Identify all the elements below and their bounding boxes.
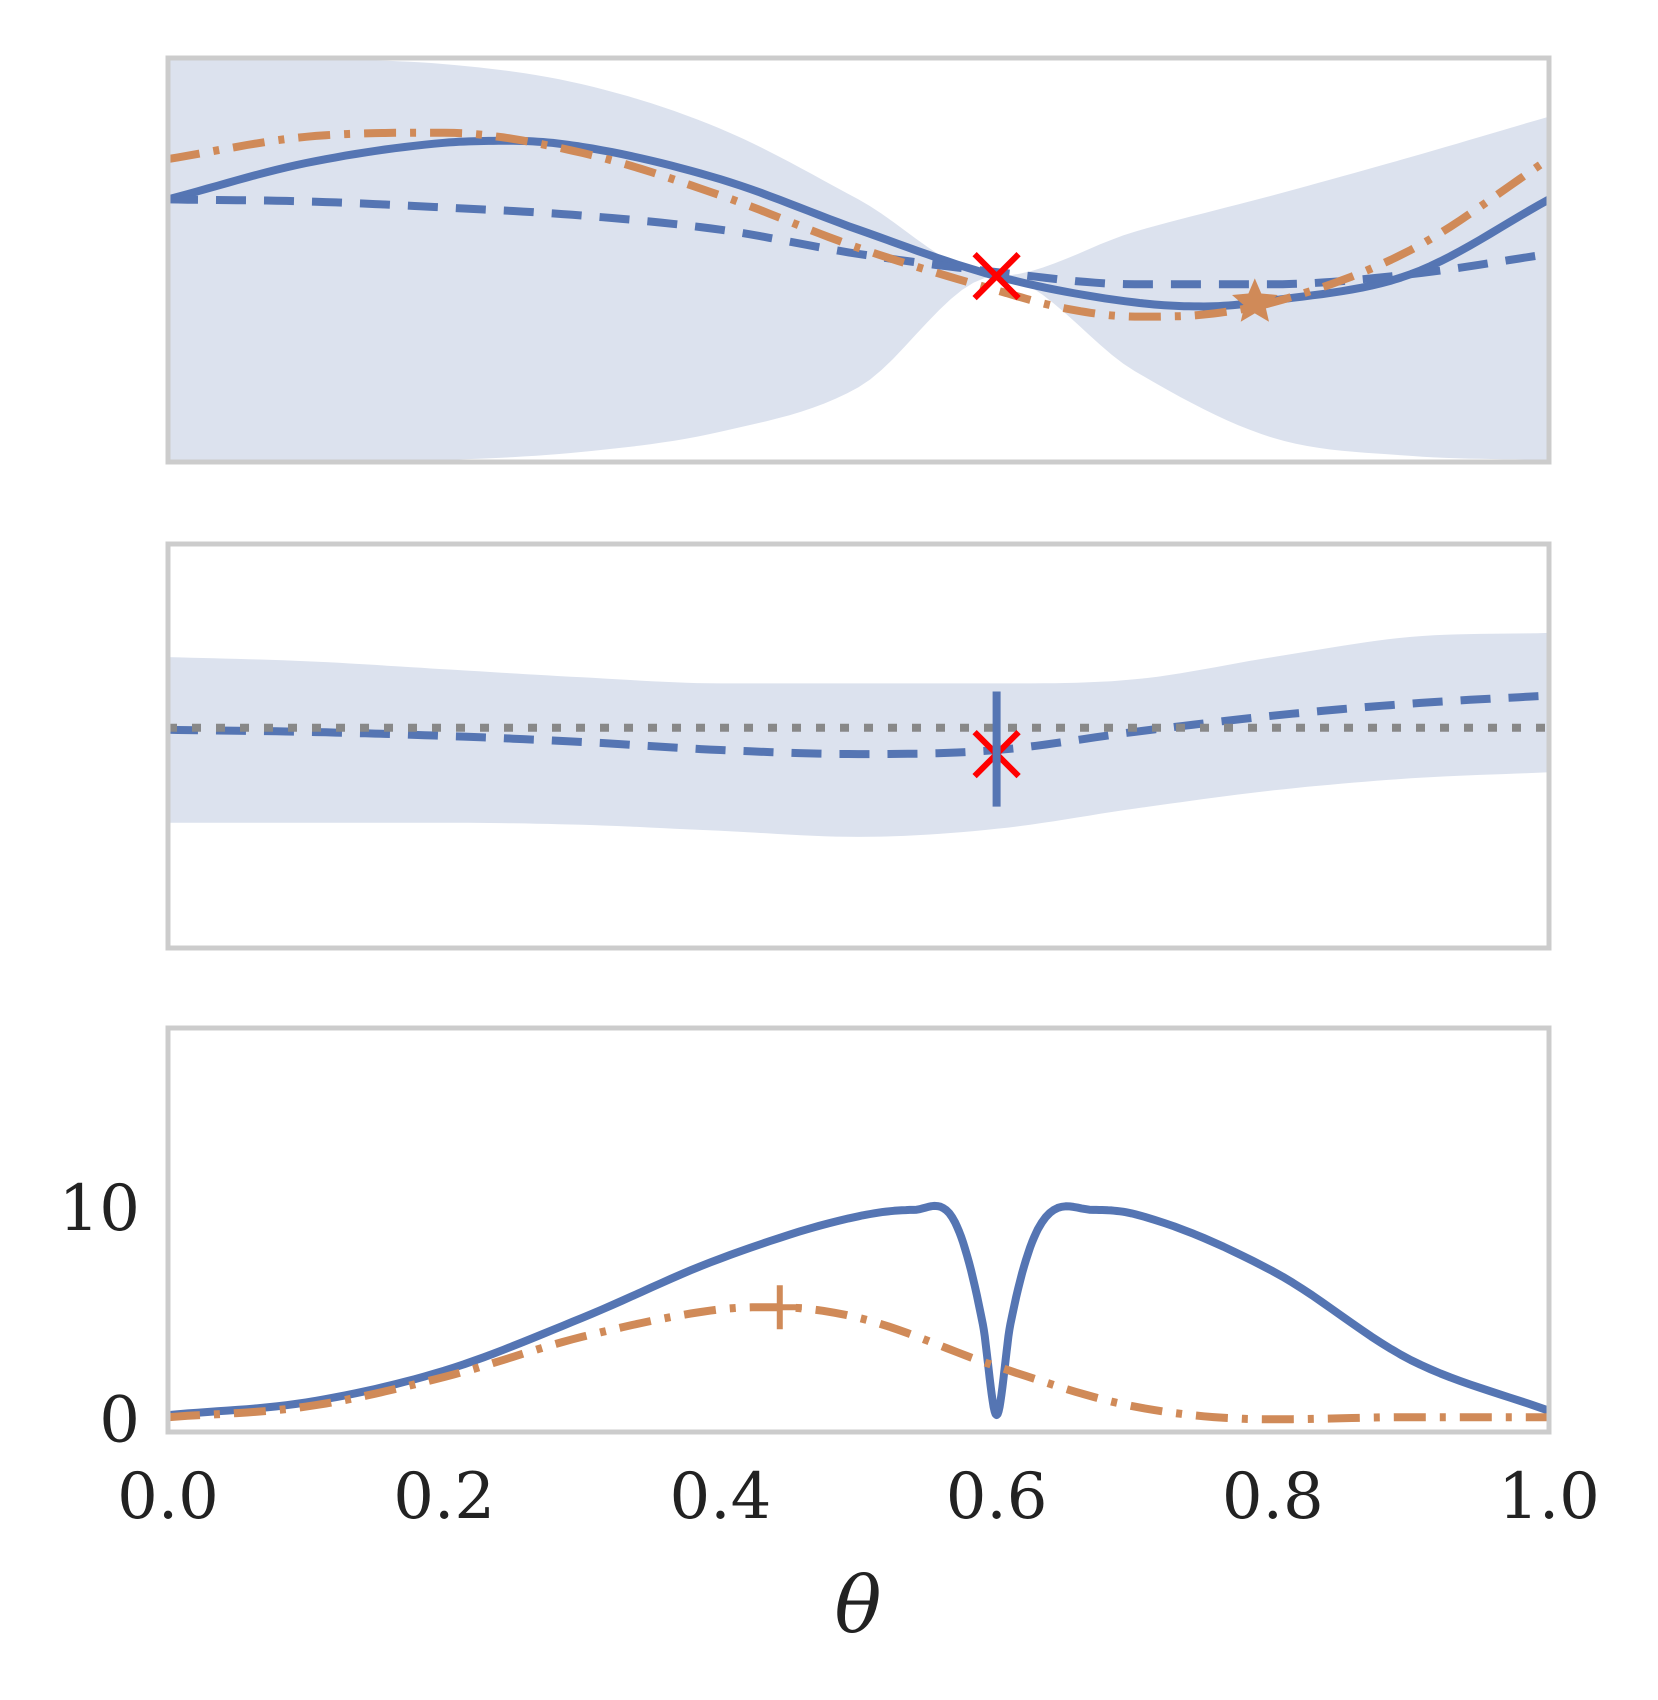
marker-sample-minimum <box>1232 278 1278 322</box>
panel-top <box>165 55 1552 465</box>
x-tick-label: 0.4 <box>670 1460 772 1534</box>
plot-area-top <box>168 60 1549 462</box>
series-posterior-mean <box>168 691 1549 759</box>
y-axis-ticks: 0 10 <box>59 1172 140 1458</box>
y-tick-label: 10 <box>59 1172 140 1246</box>
band-top <box>168 60 1549 462</box>
y-tick-label: 0 <box>99 1383 140 1457</box>
plot-area-middle <box>168 632 1549 837</box>
band-middle <box>168 632 1549 837</box>
series-acquisition-a <box>168 1201 1549 1420</box>
marker-observation <box>972 252 1021 301</box>
x-axis-ticks: 0.0 0.2 0.4 0.6 0.8 1.0 <box>117 1460 1600 1534</box>
panel-bottom-frame <box>165 1025 1552 1435</box>
panel-top-frame <box>165 55 1552 465</box>
x-tick-label: 0.0 <box>117 1460 219 1534</box>
series-acquisition-b <box>168 1303 1549 1424</box>
panel-middle <box>165 541 1552 951</box>
panel-middle-frame <box>165 541 1552 951</box>
x-axis-label: θ <box>835 1561 882 1651</box>
series-posterior-sample <box>168 128 1549 321</box>
x-tick-label: 0.2 <box>393 1460 495 1534</box>
x-tick-label: 1.0 <box>1498 1460 1600 1534</box>
panel-bottom: 0 10 0.0 0.2 0.4 0.6 0.8 1.0 θ <box>59 1025 1600 1651</box>
plot-area-bottom <box>168 1201 1549 1424</box>
x-tick-label: 0.8 <box>1222 1460 1324 1534</box>
series-posterior-mean <box>168 195 1549 289</box>
marker-acquisition-maximum <box>757 1285 802 1330</box>
x-tick-label: 0.6 <box>946 1460 1048 1534</box>
